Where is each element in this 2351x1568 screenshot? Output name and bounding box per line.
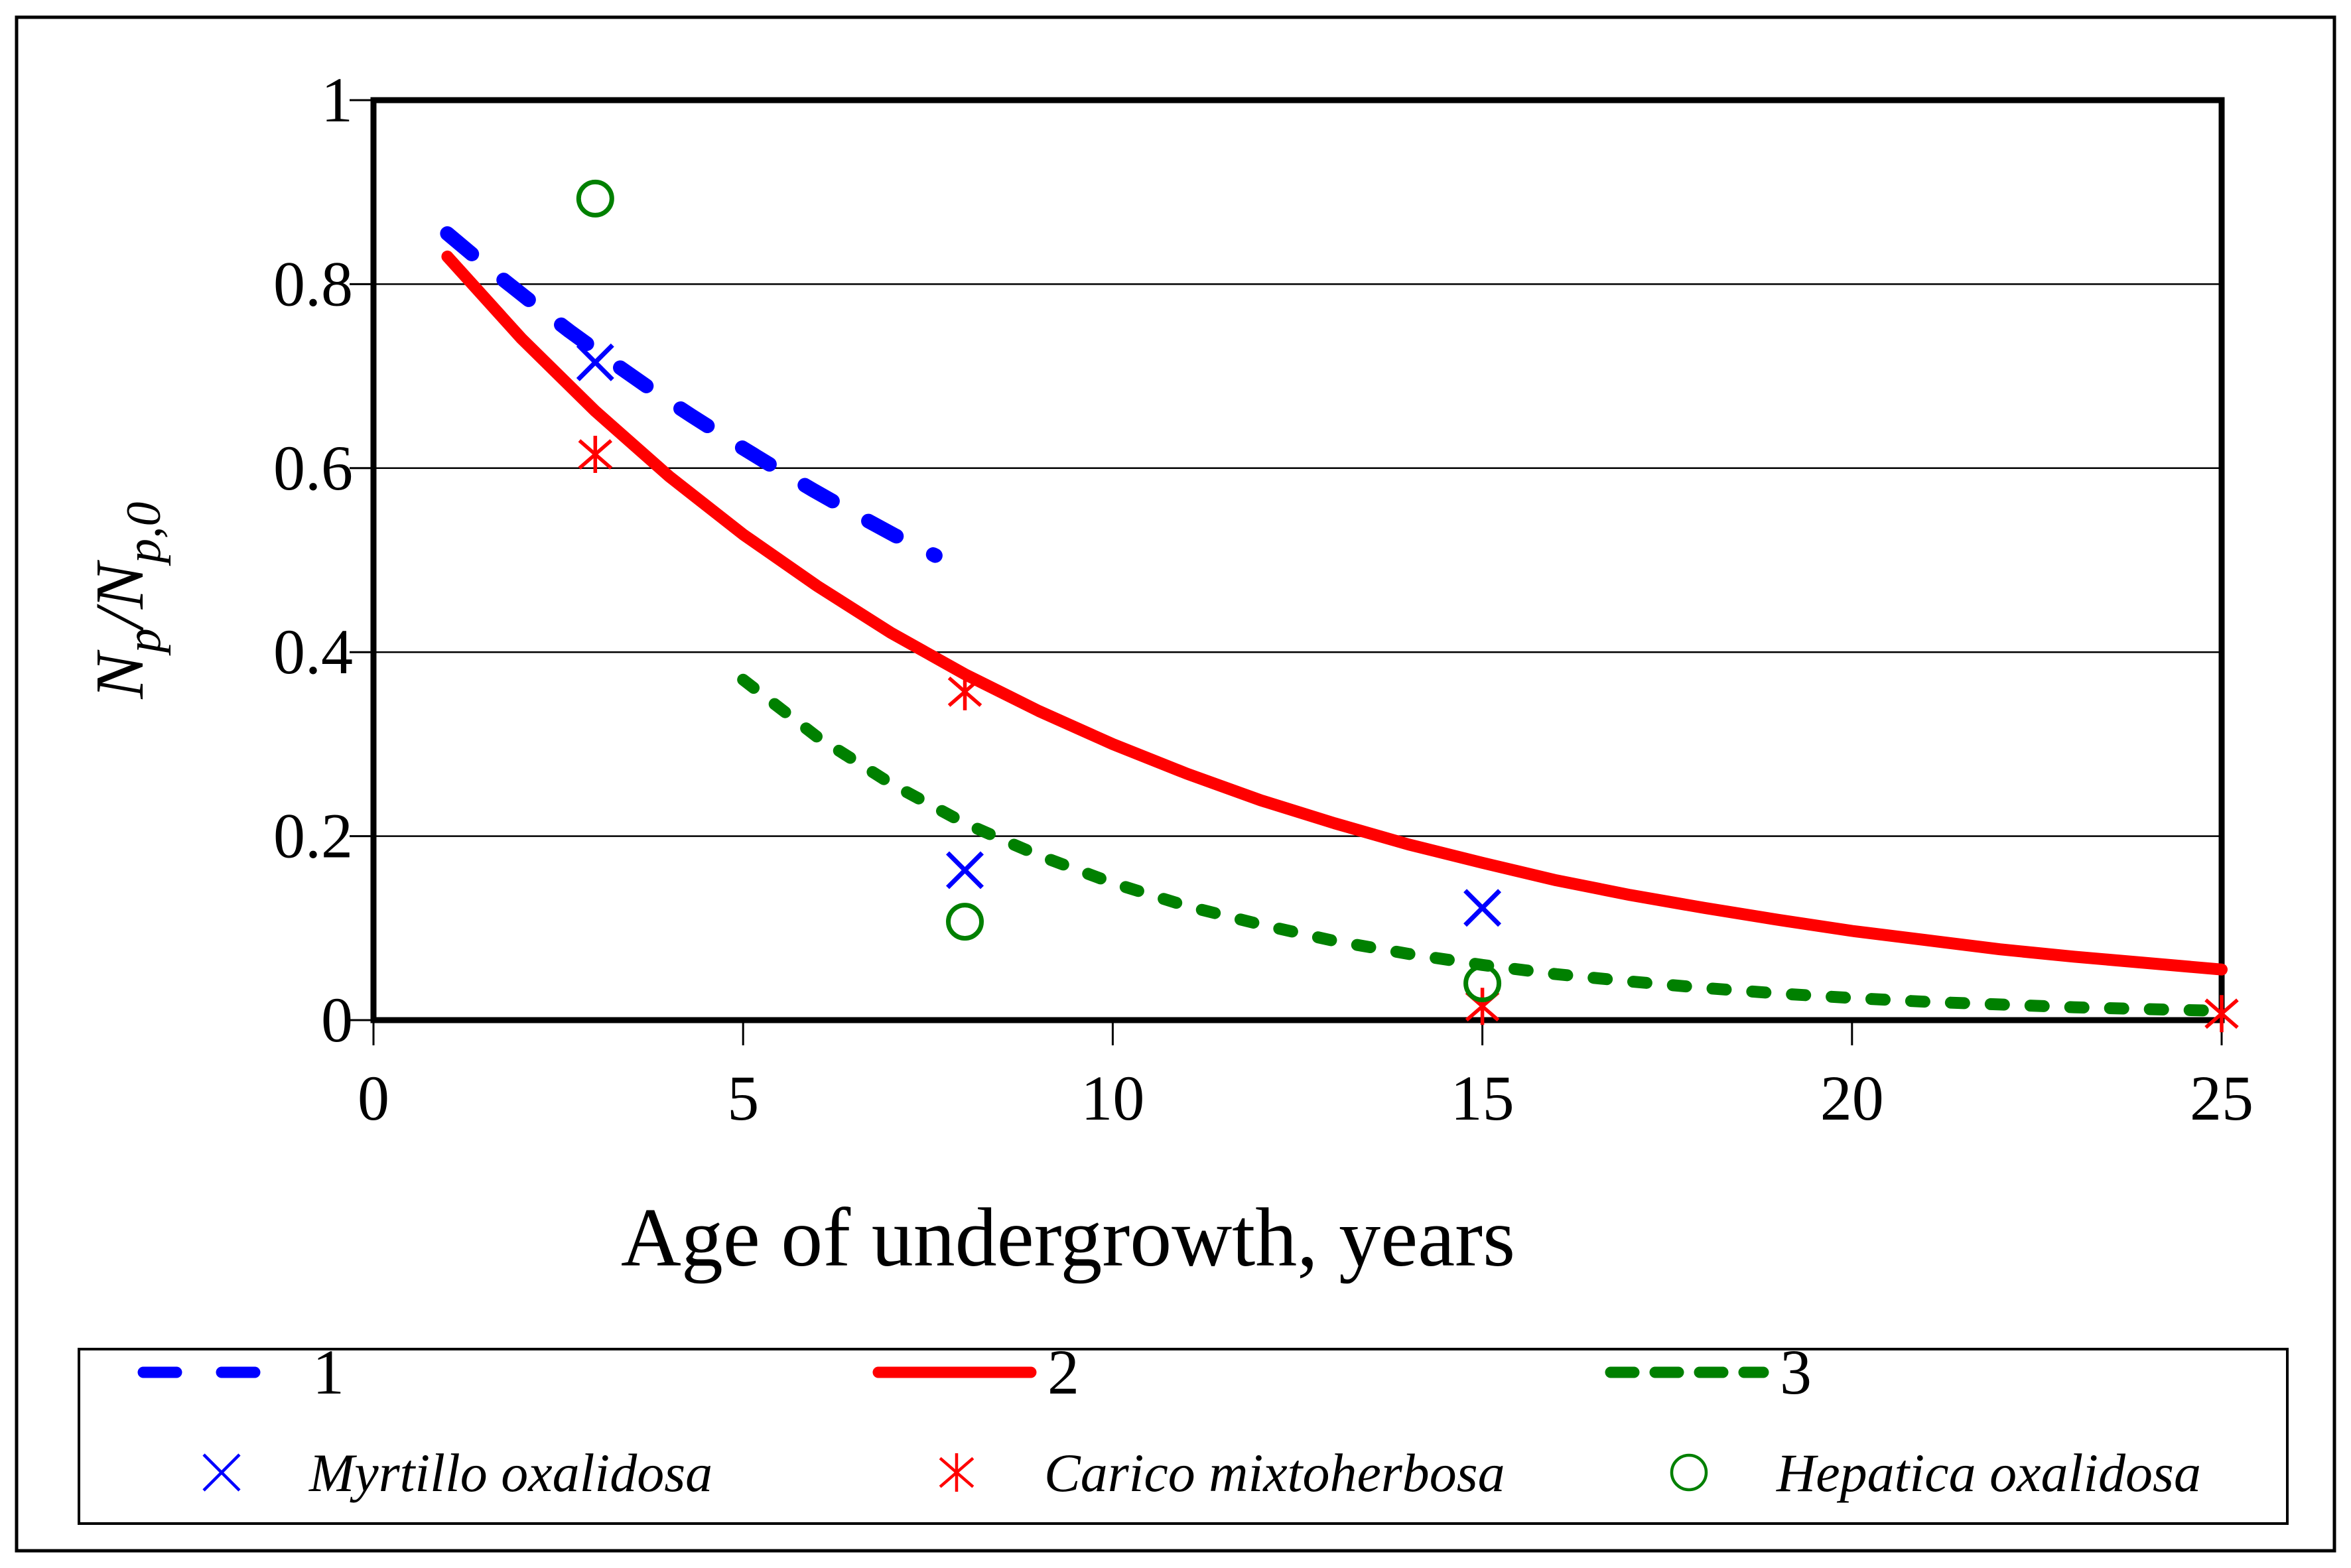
point-carico xyxy=(578,435,613,473)
x-tick-label-0: 0 xyxy=(358,1063,389,1134)
plot-frame xyxy=(370,97,2225,1023)
legend-marker-carico xyxy=(939,1453,974,1492)
point-carico xyxy=(2204,995,2239,1033)
legend-curve-label-2: 2 xyxy=(1047,1337,1079,1407)
y-axis-label-part: N xyxy=(82,649,158,700)
x-tick-label-10: 10 xyxy=(1081,1063,1144,1134)
point-myrtillo-stroke xyxy=(576,343,614,381)
curve-2 xyxy=(441,250,2228,976)
legend-frame xyxy=(78,1348,2289,1525)
points-layer xyxy=(576,179,2239,1033)
point-myrtillo xyxy=(1463,889,1502,927)
grid-layer xyxy=(373,283,2222,837)
point-myrtillo-stroke xyxy=(1463,889,1502,927)
legend-series-label-myrtillo: Myrtillo oxalidosa xyxy=(308,1443,712,1503)
x-tick-label-5: 5 xyxy=(727,1063,759,1134)
y-tick-label-0.8: 0.8 xyxy=(273,248,353,319)
point-carico-stroke xyxy=(578,439,613,470)
point-carico-stroke xyxy=(2204,998,2239,1029)
legend-box: 1 2 3 Myrtillo oxalidosa Carico mixtoherbosa… xyxy=(78,1337,2289,1525)
x-axis-title: Age of undergrowth, years xyxy=(621,1192,1515,1284)
legend-marker-myrtillo xyxy=(202,1453,241,1492)
y-axis-label: Np/Np,0 xyxy=(82,501,171,699)
y-axis-label-part: p,0 xyxy=(117,501,171,566)
y-tick-label-0.6: 0.6 xyxy=(273,432,353,503)
y-axis-label-part: p xyxy=(117,628,171,656)
legend-series-label-carico: Carico mixtoherbosa xyxy=(1044,1443,1505,1503)
y-axis-label-part: /N xyxy=(82,559,158,631)
point-myrtillo xyxy=(576,343,614,381)
point-hepatica xyxy=(946,903,984,941)
point-hepatica xyxy=(1463,964,1502,1003)
curve-1 xyxy=(440,226,943,563)
legend-marker-carico-stroke xyxy=(939,1457,974,1488)
legend-marker-myrtillo-stroke xyxy=(202,1453,241,1492)
point-hepatica-ring xyxy=(1463,964,1502,1003)
legend-marker-hepatica-ring xyxy=(1670,1453,1708,1492)
legend-curve-label-3: 3 xyxy=(1780,1337,1812,1407)
figure-border xyxy=(15,15,2336,1553)
x-tick-label-20: 20 xyxy=(1820,1063,1884,1134)
point-myrtillo-stroke xyxy=(946,851,984,889)
x-tick-label-15: 15 xyxy=(1451,1063,1514,1134)
legend-marker-hepatica xyxy=(1670,1453,1708,1492)
point-carico xyxy=(947,673,982,710)
y-tick-label-0: 0 xyxy=(321,984,353,1055)
point-hepatica-ring xyxy=(946,903,984,941)
point-hepatica-ring xyxy=(576,179,614,218)
tick-layer: 00.20.40.60.810 5 10 15 20 25 xyxy=(273,64,2253,1134)
point-hepatica xyxy=(576,179,614,218)
point-myrtillo xyxy=(946,851,984,889)
y-tick-label-0.4: 0.4 xyxy=(273,616,353,687)
x-tick-label-25: 25 xyxy=(2190,1063,2253,1134)
y-tick-label-0.2: 0.2 xyxy=(273,801,353,872)
legend-curve-label-1: 1 xyxy=(312,1337,344,1407)
point-carico-stroke xyxy=(947,676,982,707)
y-tick-label-1: 1 xyxy=(321,64,353,135)
legend-series-label-hepatica: Hepatica oxalidosa xyxy=(1776,1443,2201,1503)
